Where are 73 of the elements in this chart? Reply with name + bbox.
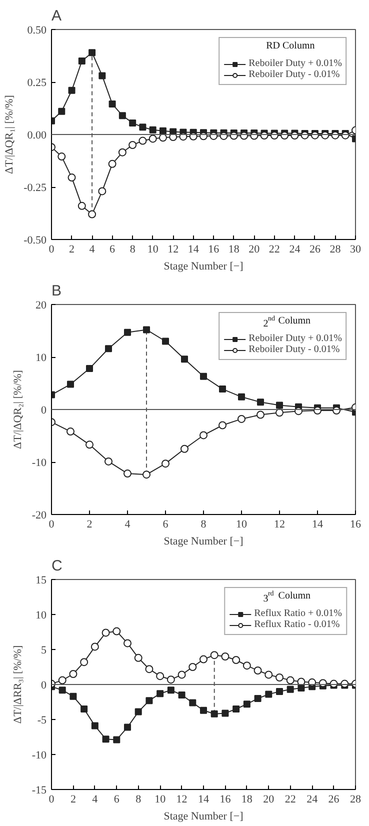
x-tick-label: 16 — [350, 518, 362, 530]
x-tick-label: 10 — [154, 794, 166, 806]
x-tick-label: 18 — [241, 794, 253, 806]
x-tick-label: 26 — [309, 244, 321, 256]
x-tick-label: 4 — [89, 244, 96, 256]
x-axis-title: Stage Number [−] — [164, 810, 244, 822]
y-tick-label: -15 — [32, 784, 47, 796]
x-tick-label: 4 — [124, 518, 131, 530]
y-tick-label: 0 — [41, 404, 47, 416]
y-axis-title: ΔT/|ΔRR₃| [%/%] — [12, 645, 24, 724]
x-tick-label: 2 — [70, 794, 76, 806]
x-tick-label: 4 — [92, 794, 98, 806]
y-tick-label: 5 — [41, 644, 47, 656]
y-axis-title: ΔT/|ΔQR₁| [%/%] — [4, 95, 16, 174]
y-tick-label: 0.25 — [27, 77, 47, 89]
x-tick-label: 10 — [147, 244, 159, 256]
legend-label: Reboiler Duty + 0.01% — [248, 333, 342, 344]
x-tick-label: 22 — [284, 794, 296, 806]
x-tick-label: 6 — [110, 244, 116, 256]
y-tick-label: 10 — [36, 610, 47, 622]
legend-label: Reflux Ratio - 0.01% — [254, 619, 340, 630]
legend-title: RD Column — [266, 40, 315, 52]
x-tick-label: 16 — [208, 244, 220, 256]
x-tick-label: 30 — [350, 244, 362, 256]
x-tick-label: 6 — [162, 518, 169, 530]
x-tick-label: 8 — [136, 794, 142, 806]
x-tick-label: 28 — [350, 794, 362, 806]
x-tick-label: 2 — [69, 244, 75, 256]
x-tick-label: 12 — [274, 518, 285, 530]
x-tick-label: 0 — [48, 794, 55, 806]
y-tick-label: -5 — [37, 714, 47, 726]
x-tick-label: 0 — [48, 244, 55, 256]
y-tick-label: -0.25 — [24, 182, 47, 194]
y-tick-label: 0.00 — [27, 130, 47, 142]
x-tick-label: 14 — [312, 518, 324, 530]
x-axis-title: Stage Number [−] — [164, 536, 244, 548]
x-tick-label: 26 — [328, 794, 340, 806]
x-tick-label: 6 — [114, 794, 120, 806]
x-tick-label: 16 — [220, 794, 232, 806]
x-tick-label: 14 — [188, 244, 200, 256]
x-tick-label: 12 — [168, 244, 179, 256]
x-tick-label: 22 — [268, 244, 280, 256]
x-axis-title: Stage Number [−] — [164, 260, 244, 272]
x-tick-label: 8 — [130, 244, 136, 256]
x-tick-label: 20 — [263, 794, 275, 806]
y-tick-label: -0.50 — [24, 234, 47, 246]
x-tick-label: 28 — [330, 244, 342, 256]
x-tick-label: 10 — [236, 518, 248, 530]
legend-label: Reboiler Duty - 0.01% — [248, 344, 340, 355]
y-tick-label: 10 — [36, 352, 47, 364]
x-tick-label: 14 — [198, 794, 210, 806]
y-tick-label: 0 — [41, 680, 47, 692]
legend-label: Reboiler Duty - 0.01% — [248, 69, 340, 80]
y-axis-title: ΔT/|ΔQR₂| [%/%] — [12, 370, 24, 449]
y-tick-label: 20 — [36, 300, 47, 312]
x-tick-label: 0 — [48, 518, 55, 530]
y-tick-label: -10 — [32, 457, 47, 469]
chart-title: B — [52, 282, 62, 300]
y-tick-label: -20 — [32, 510, 47, 522]
x-tick-label: 24 — [306, 794, 318, 806]
x-tick-label: 8 — [200, 518, 207, 530]
x-tick-label: 2 — [86, 518, 92, 530]
y-tick-label: 15 — [36, 574, 47, 586]
chart-title: C — [52, 558, 62, 574]
y-tick-label: -10 — [32, 750, 47, 762]
x-tick-label: 24 — [289, 244, 301, 256]
x-tick-label: 18 — [228, 244, 240, 256]
x-tick-label: 20 — [248, 244, 260, 256]
y-tick-label: 0.50 — [27, 24, 47, 36]
chart-title: A — [52, 8, 62, 24]
legend-label: Reboiler Duty + 0.01% — [248, 58, 342, 69]
legend-label: Reflux Ratio + 0.01% — [254, 608, 342, 619]
x-tick-label: 12 — [176, 794, 188, 806]
